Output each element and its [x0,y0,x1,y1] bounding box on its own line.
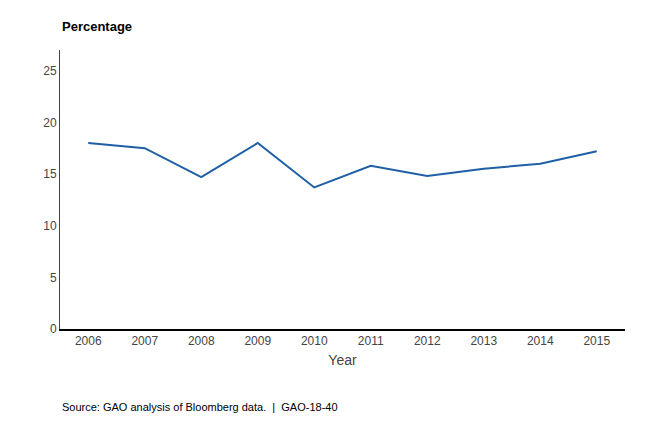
svg-text:2007: 2007 [131,334,158,348]
svg-text:2015: 2015 [583,334,610,348]
svg-text:2006: 2006 [75,334,102,348]
svg-text:2009: 2009 [244,334,271,348]
svg-text:Percentage: Percentage [62,19,132,34]
svg-text:15: 15 [43,167,57,181]
svg-text:2012: 2012 [414,334,441,348]
svg-text:5: 5 [50,271,57,285]
svg-text:2013: 2013 [470,334,497,348]
svg-text:20: 20 [43,116,57,130]
svg-text:10: 10 [43,219,57,233]
svg-text:25: 25 [43,64,57,78]
svg-text:0: 0 [50,322,57,336]
svg-text:Year: Year [328,352,357,368]
svg-text:2014: 2014 [527,334,554,348]
svg-text:2011: 2011 [358,334,384,348]
svg-text:Source: GAO analysis of Bloomb: Source: GAO analysis of Bloomberg data. … [62,401,338,413]
svg-text:2008: 2008 [188,334,215,348]
svg-text:2010: 2010 [301,334,328,348]
